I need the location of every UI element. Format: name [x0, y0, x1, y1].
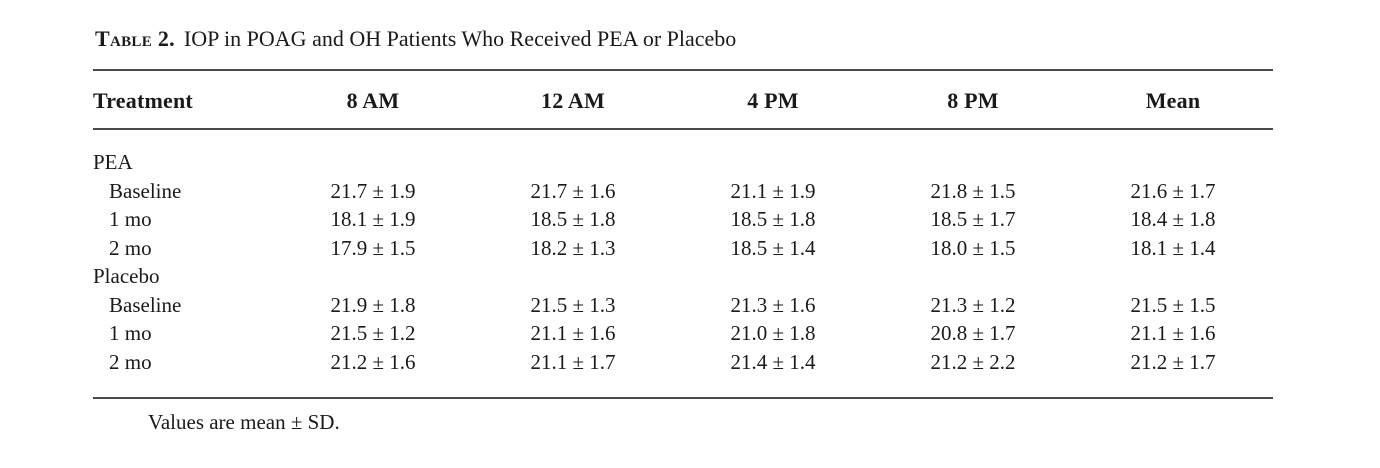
value-cell: 21.4 ± 1.4 — [730, 349, 816, 374]
table-row-placebo-baseline: Baseline 21.9 ± 1.8 21.5 ± 1.3 21.3 ± 1.… — [93, 291, 1273, 320]
empty-cell — [873, 129, 1073, 177]
empty-cell — [1073, 262, 1273, 291]
paper-page: Table 2. IOP in POAG and OH Patients Who … — [93, 26, 1380, 434]
row-label: 2 mo — [109, 235, 152, 260]
row-label: 1 mo — [109, 207, 152, 231]
value-cell: 21.5 ± 1.2 — [330, 321, 416, 345]
value-cell: 21.5 ± 1.3 — [530, 292, 616, 317]
empty-cell — [1073, 129, 1273, 177]
value-cell: 18.2 ± 1.3 — [530, 235, 616, 260]
table-row-pea-baseline: Baseline 21.7 ± 1.9 21.7 ± 1.6 21.1 ± 1.… — [93, 177, 1273, 206]
value-cell: 18.5 ± 1.8 — [530, 207, 616, 231]
group-label: PEA — [93, 150, 133, 174]
group-label: Placebo — [93, 264, 160, 288]
value-cell: 17.9 ± 1.5 — [330, 235, 416, 260]
value-cell: 18.1 ± 1.9 — [330, 207, 416, 231]
value-cell: 21.1 ± 1.6 — [530, 321, 616, 345]
column-header-8am: 8 AM — [273, 70, 473, 130]
empty-cell — [473, 129, 673, 177]
row-label: 2 mo — [109, 349, 152, 374]
table-row-placebo-1mo: 1 mo 21.5 ± 1.2 21.1 ± 1.6 21.0 ± 1.8 20… — [93, 319, 1273, 348]
table-body: PEA Baseline 21.7 ± 1.9 21.7 ± 1.6 21.1 … — [93, 129, 1273, 398]
row-label: 1 mo — [109, 321, 152, 345]
empty-cell — [673, 129, 873, 177]
value-cell: 18.0 ± 1.5 — [930, 235, 1016, 260]
value-cell: 21.8 ± 1.5 — [930, 178, 1016, 203]
value-cell: 21.6 ± 1.7 — [1130, 178, 1216, 203]
empty-cell — [873, 262, 1073, 291]
value-cell: 21.2 ± 2.2 — [930, 349, 1016, 374]
value-cell: 21.9 ± 1.8 — [330, 292, 416, 317]
value-cell: 21.3 ± 1.6 — [730, 292, 816, 317]
value-cell: 18.5 ± 1.4 — [730, 235, 816, 260]
value-cell: 18.1 ± 1.4 — [1130, 235, 1216, 260]
value-cell: 21.7 ± 1.9 — [330, 178, 416, 203]
table-row-pea-2mo: 2 mo 17.9 ± 1.5 18.2 ± 1.3 18.5 ± 1.4 18… — [93, 234, 1273, 263]
empty-cell — [473, 262, 673, 291]
empty-cell — [273, 262, 473, 291]
table-row-placebo-2mo: 2 mo 21.2 ± 1.6 21.1 ± 1.7 21.4 ± 1.4 21… — [93, 348, 1273, 399]
value-cell: 18.5 ± 1.8 — [730, 207, 816, 231]
row-label: Baseline — [109, 292, 182, 317]
table-label: Table 2. — [95, 26, 175, 51]
value-cell: 21.2 ± 1.6 — [330, 349, 416, 374]
value-cell: 21.1 ± 1.9 — [730, 178, 816, 203]
value-cell: 21.1 ± 1.6 — [1130, 321, 1216, 345]
column-header-12am: 12 AM — [473, 70, 673, 130]
iop-results-table: Treatment 8 AM 12 AM 4 PM 8 PM Mean PEA … — [93, 69, 1273, 399]
value-cell: 21.3 ± 1.2 — [930, 292, 1016, 317]
group-row-placebo: Placebo — [93, 262, 1273, 291]
empty-cell — [273, 129, 473, 177]
value-cell: 21.1 ± 1.7 — [530, 349, 616, 374]
group-row-pea: PEA — [93, 129, 1273, 177]
table-footnote: Values are mean ± SD. — [148, 410, 340, 434]
value-cell: 21.0 ± 1.8 — [730, 321, 816, 345]
value-cell: 21.2 ± 1.7 — [1130, 349, 1216, 374]
row-label: Baseline — [109, 178, 182, 203]
table-header: Treatment 8 AM 12 AM 4 PM 8 PM Mean — [93, 70, 1273, 130]
column-header-mean: Mean — [1073, 70, 1273, 130]
column-header-8pm: 8 PM — [873, 70, 1073, 130]
value-cell: 20.8 ± 1.7 — [930, 321, 1016, 345]
value-cell: 21.7 ± 1.6 — [530, 178, 616, 203]
column-header-treatment: Treatment — [93, 70, 273, 130]
table-caption: Table 2. IOP in POAG and OH Patients Who … — [95, 26, 1380, 52]
value-cell: 21.5 ± 1.5 — [1130, 292, 1216, 317]
value-cell: 18.4 ± 1.8 — [1130, 207, 1216, 231]
header-row: Treatment 8 AM 12 AM 4 PM 8 PM Mean — [93, 70, 1273, 130]
table-row-pea-1mo: 1 mo 18.1 ± 1.9 18.5 ± 1.8 18.5 ± 1.8 18… — [93, 205, 1273, 234]
table-title: IOP in POAG and OH Patients Who Received… — [183, 26, 737, 51]
empty-cell — [673, 262, 873, 291]
value-cell: 18.5 ± 1.7 — [930, 207, 1016, 231]
column-header-4pm: 4 PM — [673, 70, 873, 130]
